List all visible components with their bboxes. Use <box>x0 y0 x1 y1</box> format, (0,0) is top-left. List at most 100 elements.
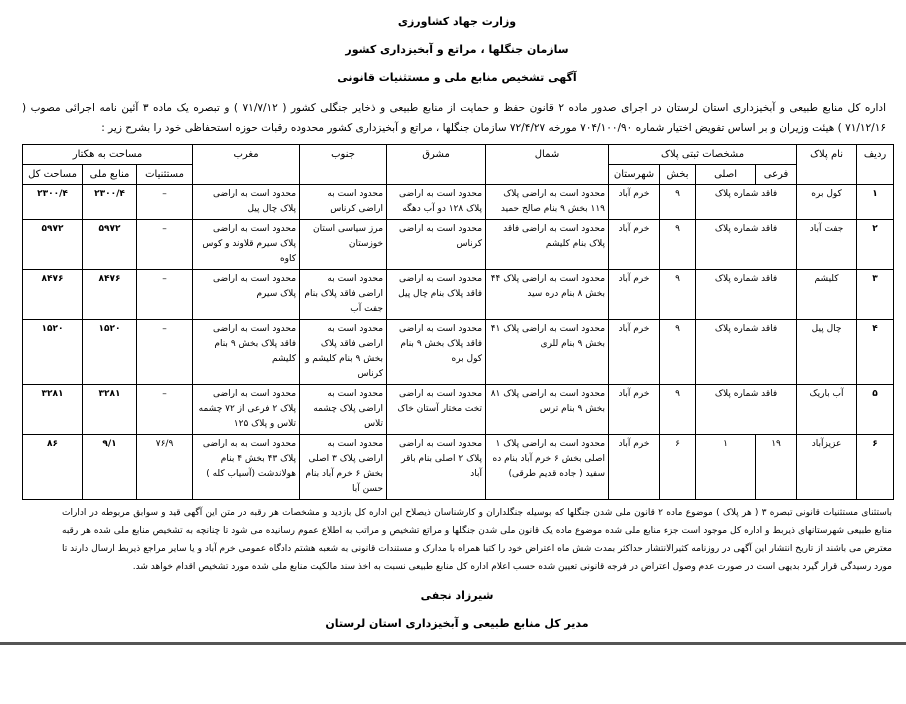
ministry-title: وزارت جهاد کشاورزی <box>397 15 517 28</box>
footer-paragraph: باستثنای مستثنیات قانونی تبصره ۳ ( هر پل… <box>62 508 892 572</box>
west-boundary: محدود است به اراضی پلاک ۲ فرعی از ۷۲ چشم… <box>192 384 301 435</box>
plaque-name: آب باریک <box>796 384 858 435</box>
south-boundary: محدود است به اراضی فاقد پلاک بنام جفت آب <box>299 269 388 320</box>
plaque-name: جفت آباد <box>796 219 858 270</box>
header-national: منابع ملی <box>82 164 138 185</box>
west-boundary: محدود است به اراضی پلاک چال پیل <box>192 184 301 220</box>
header-main: اصلی <box>695 164 757 185</box>
west-boundary: محدود است به به اراضی پلاک ۴۳ بخش ۴ بنام… <box>192 434 301 500</box>
header-total: مساحت کل <box>21 164 84 185</box>
county: خرم آباد <box>608 219 661 270</box>
plaque-name: چال پیل <box>796 319 858 385</box>
county: خرم آباد <box>608 269 661 320</box>
section: ۹ <box>659 269 697 320</box>
county: خرم آباد <box>608 384 661 435</box>
registration-number: فاقد شماره پلاک <box>695 384 798 435</box>
main-number: ۱ <box>695 434 757 500</box>
document: وزارت جهاد کشاورزی سازمان جنگلها ، مراتع… <box>21 15 895 630</box>
north-boundary: محدود است به اراضی پلاک ۱۱۹ بخش ۹ بنام ص… <box>485 184 610 220</box>
total-area: ۱۵۲۰ <box>21 319 84 385</box>
organization-title: سازمان جنگلها ، مراتع و آبخیزداری کشور <box>345 43 569 56</box>
exceptions-area: ۷۶/۹ <box>136 434 194 500</box>
header-north: شمال <box>485 144 610 185</box>
header-section: بخش <box>659 164 697 185</box>
section: ۹ <box>659 319 697 385</box>
west-boundary: محدود است به اراضی پلاک سیرم قلاوند و کو… <box>192 219 301 270</box>
total-area: ۸۴۷۶ <box>21 269 84 320</box>
exceptions-area: – <box>136 319 194 385</box>
bottom-bar <box>0 642 906 645</box>
table-row: ۱ کول بره فاقد شماره پلاک ۹ خرم آباد محدود اس… <box>21 184 895 220</box>
header-west: مغرب <box>192 144 301 185</box>
header-plaque-name: نام پلاک <box>796 144 858 185</box>
east-boundary: محدود است به اراضی کرناس <box>386 219 487 270</box>
exceptions-area: – <box>136 184 194 220</box>
table-row: ۵ آب باریک فاقد شماره پلاک ۹ خرم آباد محدود ا… <box>21 384 895 435</box>
signatory-position: مدیر کل منابع طبیعی و آبخیزداری استان لر… <box>325 617 589 630</box>
row-number: ۲ <box>856 219 895 270</box>
plaques-table: ردیف نام پلاک مشخصات ثبتی پلاک شمال مشرق… <box>21 144 895 500</box>
east-boundary: محدود است به اراضی فاقد پلاک بنام چال پی… <box>386 269 487 320</box>
north-boundary: محدود است به اراضی پلاک ۸۱ بخش ۹ بنام تر… <box>485 384 610 435</box>
header-east: مشرق <box>386 144 487 185</box>
national-resources-area: ۲۳۰۰/۴ <box>82 184 138 220</box>
registration-number: فاقد شماره پلاک <box>695 269 798 320</box>
sub-number: ۱۹ <box>755 434 798 500</box>
total-area: ۳۲۸۱ <box>21 384 84 435</box>
plaque-name: کول بره <box>796 184 858 220</box>
exceptions-area: – <box>136 269 194 320</box>
county: خرم آباد <box>608 434 661 500</box>
registration-number: فاقد شماره پلاک <box>695 319 798 385</box>
south-boundary: مرز سیاسی استان خوزستان <box>299 219 388 270</box>
total-area: ۵۹۷۲ <box>21 219 84 270</box>
table-body: ۱ کول بره فاقد شماره پلاک ۹ خرم آباد محدود اس… <box>21 184 895 500</box>
county: خرم آباد <box>608 184 661 220</box>
row-number: ۶ <box>856 434 895 500</box>
header-area: مساحت به هکتار <box>21 144 194 165</box>
east-boundary: محدود است به اراضی تخت مختار آستان خاک <box>386 384 487 435</box>
row-number: ۴ <box>856 319 895 385</box>
header-sub: فرعی <box>755 164 798 185</box>
national-resources-area: ۱۵۲۰ <box>82 319 138 385</box>
north-boundary: محدود است به اراضی پلاک ۴۱ بخش ۹ بنام لل… <box>485 319 610 385</box>
exceptions-area: – <box>136 219 194 270</box>
exceptions-area: – <box>136 384 194 435</box>
north-boundary: محدود است به اراضی پلاک ۱ اصلی بخش ۶ خرم… <box>485 434 610 500</box>
north-boundary: محدود است به اراضی فاقد پلاک بنام کلیشم <box>485 219 610 270</box>
row-number: ۵ <box>856 384 895 435</box>
table-row: ۴ چال پیل فاقد شماره پلاک ۹ خرم آباد محدود اس… <box>21 319 895 385</box>
west-boundary: محدود است به اراضی فاقد پلاک بخش ۹ بنام … <box>192 319 301 385</box>
plaque-name: عزیزآباد <box>796 434 858 500</box>
section: ۹ <box>659 219 697 270</box>
south-boundary: محدود است به اراضی کرناس <box>299 184 388 220</box>
national-resources-area: ۸۴۷۶ <box>82 269 138 320</box>
north-boundary: محدود است به اراضی پلاک ۴۴ بخش ۸ بنام در… <box>485 269 610 320</box>
table-row: ۲ جفت آباد فاقد شماره پلاک ۹ خرم آباد محدود ا… <box>21 219 895 270</box>
total-area: ۲۳۰۰/۴ <box>21 184 84 220</box>
registration-number: فاقد شماره پلاک <box>695 219 798 270</box>
section: ۹ <box>659 384 697 435</box>
section: ۹ <box>659 184 697 220</box>
section: ۶ <box>659 434 697 500</box>
row-number: ۱ <box>856 184 895 220</box>
registration-number: فاقد شماره پلاک <box>695 184 798 220</box>
header-row-no: ردیف <box>856 144 895 185</box>
national-resources-area: ۹/۱ <box>82 434 138 500</box>
row-number: ۳ <box>856 269 895 320</box>
header-exceptions: مستثنیات <box>136 164 194 185</box>
east-boundary: محدود است به اراضی پلاک ۲ اصلی بنام باقر… <box>386 434 487 500</box>
east-boundary: محدود است به اراضی فاقد پلاک بخش ۹ بنام … <box>386 319 487 385</box>
south-boundary: محدود است به اراضی فاقد پلاک بخش ۹ بنام … <box>299 319 388 385</box>
notice-title: آگهی تشخیص منابع ملی و مستثنیات قانونی <box>337 71 577 84</box>
table-row: ۶ عزیزآباد ۱۹ ۱ ۶ خرم آباد محدود است به اراضی … <box>21 434 895 500</box>
signatory-name: شیرزاد نجفی <box>420 589 494 602</box>
west-boundary: محدود است به اراضی پلاک سیرم <box>192 269 301 320</box>
south-boundary: محدود است به اراضی پلاک ۳ اصلی بخش ۶ خرم… <box>299 434 388 500</box>
national-resources-area: ۳۲۸۱ <box>82 384 138 435</box>
county: خرم آباد <box>608 319 661 385</box>
east-boundary: محدود است به اراضی پلاک ۱۲۸ دو آب دهگه <box>386 184 487 220</box>
plaque-name: کلیشم <box>796 269 858 320</box>
national-resources-area: ۵۹۷۲ <box>82 219 138 270</box>
header-registration: مشخصات ثبتی پلاک <box>608 144 798 165</box>
header-south: جنوب <box>299 144 388 185</box>
